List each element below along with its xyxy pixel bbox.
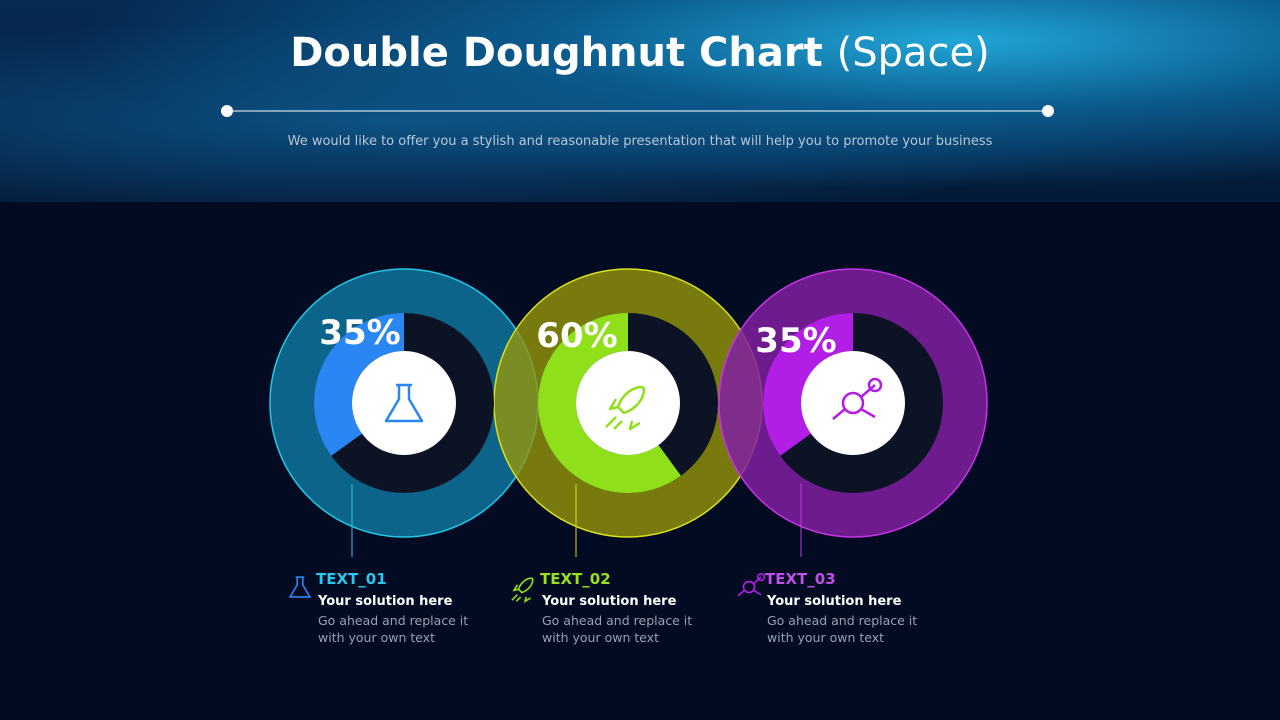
item-icon	[288, 576, 312, 598]
item-label: TEXT_03	[765, 570, 836, 588]
divider-dot	[1042, 105, 1054, 117]
subtitle: We would like to offer you a stylish and…	[287, 134, 993, 149]
value-label: 35%	[755, 321, 836, 361]
doughnut-segment	[314, 313, 404, 456]
value-label: 35%	[319, 313, 400, 353]
title: Double Doughnut Chart (Space)	[0, 30, 1280, 76]
title-suffix: (Space)	[836, 30, 990, 76]
space-header	[0, 0, 1280, 202]
center	[801, 351, 905, 455]
item-heading: Your solution here	[767, 594, 902, 609]
icon	[605, 385, 646, 431]
item-icon	[737, 573, 766, 597]
center	[576, 351, 680, 455]
icon	[832, 377, 883, 420]
item-heading: Your solution here	[318, 594, 453, 609]
item-body: Go ahead and replace it with your own te…	[542, 613, 693, 645]
doughnut-segment	[538, 313, 681, 493]
doughnut-segment	[763, 313, 853, 456]
value-label: 60%	[536, 316, 617, 356]
item-label: TEXT_02	[540, 570, 611, 588]
item-heading: Your solution here	[542, 594, 677, 609]
center	[352, 351, 456, 455]
item-body: Go ahead and replace it with your own te…	[767, 613, 918, 645]
item-body: Go ahead and replace it with your own te…	[318, 613, 469, 645]
item-icon	[511, 577, 534, 604]
item-label: TEXT_01	[316, 570, 387, 588]
divider-dot	[221, 105, 233, 117]
title-main: Double Doughnut Chart	[290, 30, 823, 76]
icon	[384, 383, 424, 423]
